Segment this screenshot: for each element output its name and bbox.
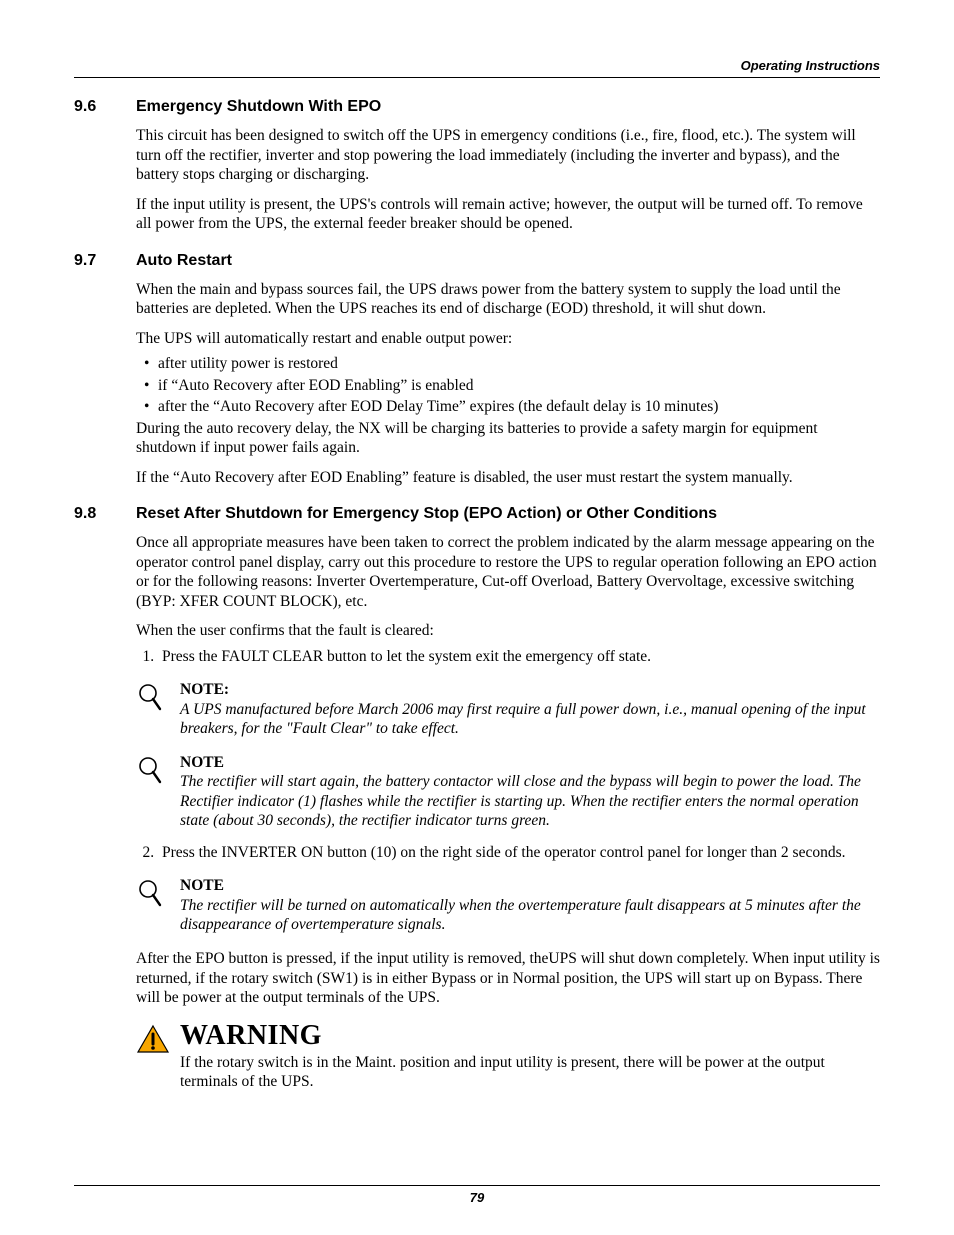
list-item: after the “Auto Recovery after EOD Delay…	[158, 397, 880, 417]
note-block: NOTE The rectifier will start again, the…	[136, 753, 880, 831]
ordered-list: Press the INVERTER ON button (10) on the…	[136, 843, 880, 863]
note-body: A UPS manufactured before March 2006 may…	[180, 700, 880, 739]
paragraph: Once all appropriate measures have been …	[136, 533, 880, 611]
section-title: Auto Restart	[136, 252, 232, 270]
paragraph: During the auto recovery delay, the NX w…	[136, 419, 880, 458]
paragraph: This circuit has been designed to switch…	[136, 126, 880, 185]
magnifier-icon	[136, 876, 180, 935]
note-text: NOTE The rectifier will start again, the…	[180, 753, 880, 831]
warning-body: If the rotary switch is in the Maint. po…	[180, 1053, 880, 1092]
section-9-6-body: This circuit has been designed to switch…	[136, 126, 880, 234]
magnifier-icon	[136, 753, 180, 831]
note-label: NOTE:	[180, 680, 880, 700]
warning-label: WARNING	[180, 1018, 880, 1053]
bullet-list: after utility power is restored if “Auto…	[136, 354, 880, 417]
list-item: after utility power is restored	[158, 354, 880, 374]
section-9-8-body: Once all appropriate measures have been …	[136, 533, 880, 1092]
paragraph: If the input utility is present, the UPS…	[136, 195, 880, 234]
section-title: Emergency Shutdown With EPO	[136, 98, 381, 116]
note-label: NOTE	[180, 753, 880, 773]
paragraph: After the EPO button is pressed, if the …	[136, 949, 880, 1008]
note-body: The rectifier will be turned on automati…	[180, 896, 880, 935]
section-9-6: 9.6 Emergency Shutdown With EPO	[74, 98, 880, 116]
section-9-7: 9.7 Auto Restart	[74, 252, 880, 270]
list-item: Press the FAULT CLEAR button to let the …	[158, 647, 880, 667]
page: Operating Instructions 9.6 Emergency Shu…	[0, 0, 954, 1235]
section-9-7-body: When the main and bypass sources fail, t…	[136, 280, 880, 488]
note-body: The rectifier will start again, the batt…	[180, 772, 880, 831]
list-item: if “Auto Recovery after EOD Enabling” is…	[158, 376, 880, 396]
paragraph: When the main and bypass sources fail, t…	[136, 280, 880, 319]
ordered-list: Press the FAULT CLEAR button to let the …	[136, 647, 880, 667]
page-number: 79	[74, 1185, 880, 1205]
section-number: 9.7	[74, 252, 136, 270]
note-block: NOTE: A UPS manufactured before March 20…	[136, 680, 880, 739]
section-title: Reset After Shutdown for Emergency Stop …	[136, 505, 717, 523]
list-item: Press the INVERTER ON button (10) on the…	[158, 843, 880, 863]
magnifier-icon	[136, 680, 180, 739]
note-label: NOTE	[180, 876, 880, 896]
warning-text: WARNING If the rotary switch is in the M…	[180, 1018, 880, 1092]
paragraph: The UPS will automatically restart and e…	[136, 329, 880, 349]
note-block: NOTE The rectifier will be turned on aut…	[136, 876, 880, 935]
note-text: NOTE: A UPS manufactured before March 20…	[180, 680, 880, 739]
section-9-8: 9.8 Reset After Shutdown for Emergency S…	[74, 505, 880, 523]
paragraph: When the user confirms that the fault is…	[136, 621, 880, 641]
note-text: NOTE The rectifier will be turned on aut…	[180, 876, 880, 935]
section-number: 9.6	[74, 98, 136, 116]
running-head: Operating Instructions	[74, 58, 880, 78]
paragraph: If the “Auto Recovery after EOD Enabling…	[136, 468, 880, 488]
warning-block: WARNING If the rotary switch is in the M…	[136, 1018, 880, 1092]
warning-icon	[136, 1018, 180, 1092]
section-number: 9.8	[74, 505, 136, 523]
